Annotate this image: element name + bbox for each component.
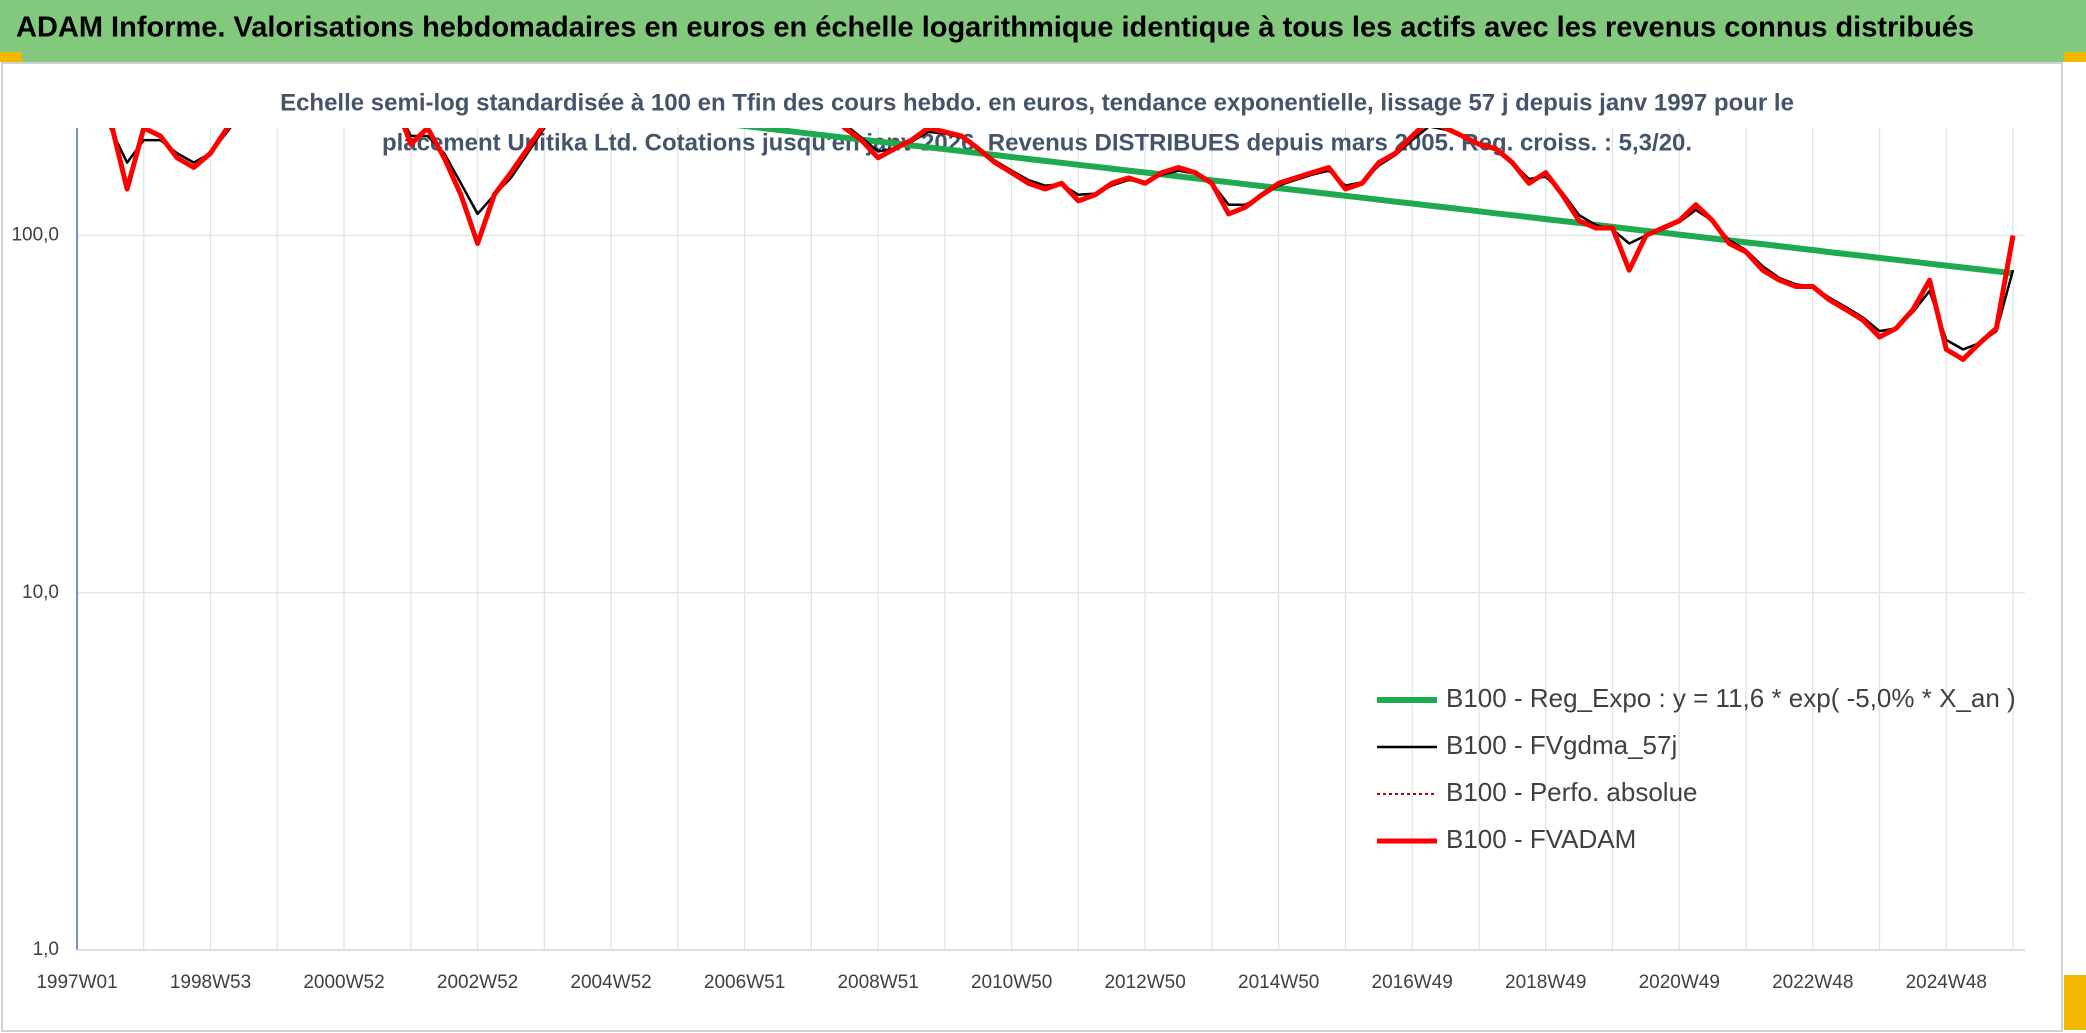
- x-tick-label: 1998W53: [170, 972, 251, 993]
- chart-title: ADAM Informe. Valorisations hebdomadaire…: [16, 12, 1974, 44]
- series-line: [736, 128, 2014, 277]
- x-tick-label: 2004W52: [570, 972, 651, 993]
- corner-mark: [2064, 52, 2086, 62]
- legend-label: B100 - Perfo. absolue: [1446, 777, 1698, 807]
- x-tick-label: 2000W52: [303, 972, 384, 993]
- x-tick-label: 2022W48: [1772, 972, 1853, 993]
- chart-panel: [1, 62, 2063, 1032]
- chart-subtitle: placement Unitika Ltd. Cotations jusqu'e…: [382, 129, 1692, 156]
- series-line: [109, 128, 2016, 362]
- legend-label: B100 - FVgdma_57j: [1446, 730, 1677, 760]
- title-bar: [0, 0, 2086, 62]
- x-tick-label: 1997W01: [36, 972, 117, 993]
- x-tick-label: 2014W50: [1238, 972, 1319, 993]
- x-tick-label: 2018W49: [1505, 972, 1586, 993]
- x-tick-label: 2010W50: [971, 972, 1052, 993]
- x-tick-label: 2020W49: [1639, 972, 1720, 993]
- x-tick-label: 2024W48: [1906, 972, 1987, 993]
- x-tick-label: 2012W50: [1104, 972, 1185, 993]
- corner-mark: [2064, 975, 2086, 1030]
- y-tick-label: 100,0: [11, 225, 59, 246]
- corner-mark: [0, 52, 22, 62]
- y-tick-label: 1,0: [33, 939, 59, 960]
- legend-label: B100 - FVADAM: [1446, 824, 1636, 854]
- series-line: [108, 128, 2015, 351]
- x-tick-label: 2016W49: [1372, 972, 1453, 993]
- legend-label: B100 - Reg_Expo : y = 11,6 * exp( -5,0% …: [1446, 683, 2016, 713]
- x-tick-label: 2008W51: [837, 972, 918, 993]
- chart-subtitle: Echelle semi-log standardisée à 100 en T…: [280, 89, 1794, 116]
- y-tick-label: 10,0: [22, 582, 59, 603]
- x-tick-label: 2002W52: [437, 972, 518, 993]
- x-tick-label: 2006W51: [704, 972, 785, 993]
